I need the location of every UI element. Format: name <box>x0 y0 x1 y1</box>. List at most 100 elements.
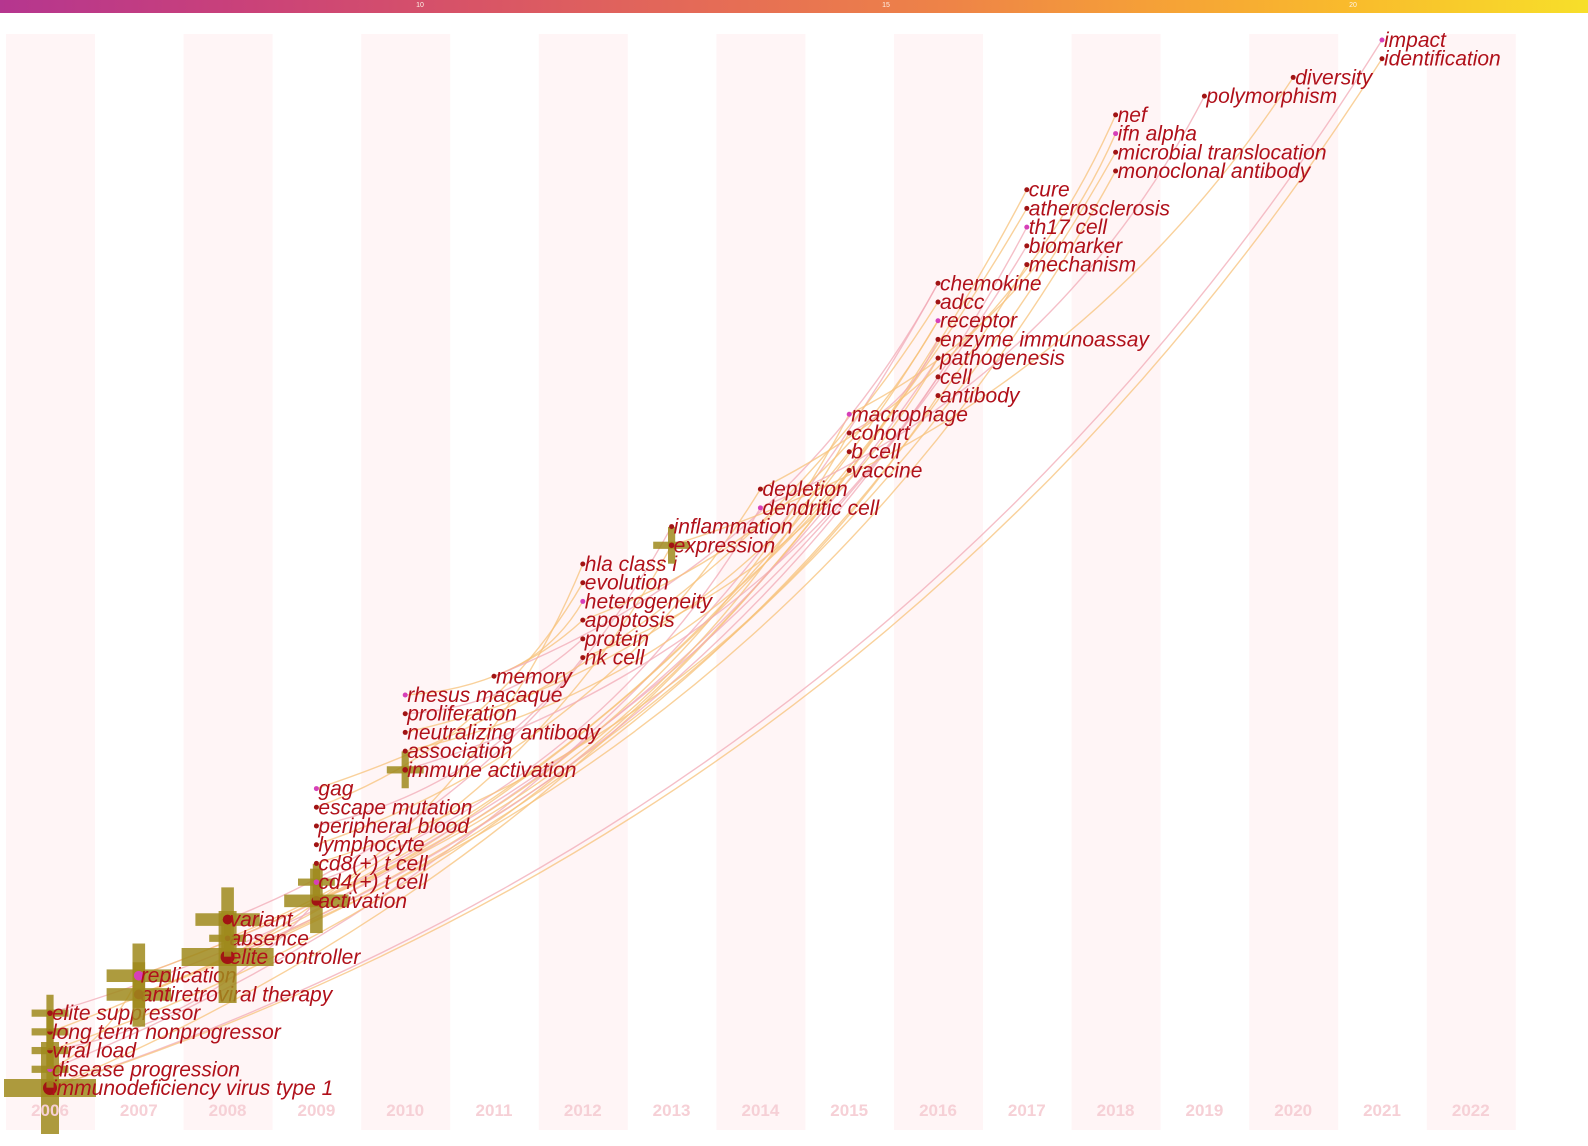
year-label: 2022 <box>1452 1101 1490 1120</box>
keyword-node[interactable]: inflammation <box>669 516 793 539</box>
keyword-link <box>405 451 850 734</box>
node-dot <box>313 879 320 885</box>
keyword-node[interactable]: cd4(+) t cell <box>298 863 429 901</box>
year-label: 2007 <box>120 1101 158 1120</box>
keyword-link <box>49 339 939 1052</box>
keyword-node[interactable]: elite suppressor <box>31 994 202 1032</box>
keyword-label: cell <box>940 366 973 389</box>
keyword-node[interactable]: apoptosis <box>580 609 675 632</box>
year-label: 2006 <box>31 1101 69 1120</box>
year-band <box>361 34 451 1130</box>
keyword-label: receptor <box>940 310 1018 333</box>
keyword-node[interactable]: adcc <box>935 291 985 314</box>
keyword-label: immune activation <box>407 759 576 782</box>
keyword-link <box>582 320 939 621</box>
keyword-link <box>316 432 850 902</box>
keyword-node[interactable]: mechanism <box>1024 254 1136 277</box>
keyword-node[interactable]: enzyme immunoassay <box>935 328 1151 351</box>
node-dot <box>402 711 408 717</box>
keyword-node[interactable]: cd8(+) t cell <box>313 852 429 875</box>
keyword-node[interactable]: chemokine <box>935 272 1042 295</box>
node-dot <box>580 636 586 642</box>
keyword-node[interactable]: escape mutation <box>313 796 473 819</box>
keyword-node[interactable]: expression <box>653 526 775 564</box>
keyword-label: microbial translocation <box>1118 141 1327 164</box>
keyword-node[interactable]: rhesus macaque <box>402 684 563 707</box>
year-axis: 2006 2007 2008 2009 2010 2011 2012 2013 2014 2015… <box>31 1101 1490 1120</box>
keyword-label: cure <box>1029 179 1070 202</box>
keyword-link <box>227 226 1028 958</box>
keyword-node[interactable]: dendritic cell <box>757 497 881 520</box>
node-dot <box>402 748 408 754</box>
keyword-node[interactable]: nef <box>1113 104 1149 127</box>
keyword-node[interactable]: ifn alpha <box>1113 123 1197 146</box>
keyword-label: vaccine <box>851 459 922 482</box>
keyword-label: apoptosis <box>585 609 675 632</box>
keyword-node[interactable]: receptor <box>935 310 1019 333</box>
keyword-node[interactable]: pathogenesis <box>935 347 1066 370</box>
node-dot <box>1024 262 1030 268</box>
keyword-node[interactable]: peripheral blood <box>313 815 470 838</box>
keyword-link <box>848 133 1117 415</box>
keyword-label: biomarker <box>1029 235 1123 258</box>
keyword-node[interactable]: depletion <box>757 478 848 501</box>
keyword-node[interactable]: replication <box>106 943 237 1008</box>
keyword-node[interactable]: activation <box>284 868 407 934</box>
node-dot <box>1024 205 1030 211</box>
keyword-node[interactable]: biomarker <box>1024 235 1123 258</box>
keyword-node[interactable]: heterogeneity <box>580 590 714 613</box>
keyword-label: lymphocyte <box>318 834 424 857</box>
keyword-node[interactable]: b cell <box>846 441 902 464</box>
keyword-node[interactable]: gag <box>313 778 354 801</box>
keyword-label: absence <box>230 927 309 950</box>
keyword-node[interactable]: cure <box>1024 179 1070 202</box>
keyword-node[interactable]: lymphocyte <box>313 834 425 857</box>
keyword-label: pathogenesis <box>939 347 1065 370</box>
keyword-node[interactable]: diversity <box>1290 66 1374 89</box>
keyword-node[interactable]: immunodeficiency virus type 1 <box>4 1042 333 1134</box>
keyword-node[interactable]: cohort <box>846 422 911 445</box>
node-dot <box>222 914 233 925</box>
keyword-node[interactable]: identification <box>1379 48 1501 71</box>
keyword-node[interactable]: association <box>402 740 513 763</box>
keyword-node[interactable]: cell <box>935 366 973 389</box>
keyword-node[interactable]: microbial translocation <box>1113 141 1327 164</box>
keyword-node[interactable]: polymorphism <box>1201 85 1337 108</box>
keyword-link <box>49 39 1383 1089</box>
node-dot <box>1379 37 1385 43</box>
keyword-node[interactable]: antibody <box>935 385 1021 408</box>
year-band <box>6 34 95 1130</box>
keyword-node[interactable]: proliferation <box>402 703 517 726</box>
year-band <box>894 34 983 1130</box>
keyword-node[interactable]: nk cell <box>580 647 646 670</box>
keyword-label: evolution <box>585 572 669 595</box>
node-dot <box>668 542 675 549</box>
keyword-node[interactable]: protein <box>580 628 649 651</box>
keyword-node[interactable]: neutralizing antibody <box>402 721 602 744</box>
keyword-node[interactable]: atherosclerosis <box>1024 197 1171 220</box>
keyword-node[interactable]: monoclonal antibody <box>1113 160 1312 183</box>
keyword-link <box>316 488 761 846</box>
keyword-node[interactable]: macrophage <box>846 403 968 426</box>
keyword-label: antiretroviral therapy <box>141 983 334 1006</box>
keyword-node[interactable]: vaccine <box>846 459 923 482</box>
keyword-label: inflammation <box>674 516 793 539</box>
node-dot <box>313 823 319 829</box>
node-dot <box>1379 56 1385 62</box>
keyword-link <box>405 638 584 715</box>
keyword-node[interactable]: impact <box>1379 29 1448 52</box>
node-dot <box>757 505 763 511</box>
node-dot <box>491 673 497 679</box>
keyword-label: macrophage <box>851 403 968 426</box>
keyword-node[interactable]: hla class i <box>580 553 678 576</box>
keyword-node[interactable]: evolution <box>580 572 669 595</box>
keyword-node[interactable]: memory <box>491 665 574 688</box>
node-dot <box>935 318 941 324</box>
keyword-label: long term nonprogressor <box>52 1021 282 1044</box>
year-band <box>1426 34 1516 1130</box>
keyword-link <box>316 413 850 902</box>
keyword-node[interactable]: th17 cell <box>1024 216 1108 239</box>
keyword-node[interactable]: variant <box>195 887 294 952</box>
keyword-node[interactable]: immune activation <box>386 751 577 789</box>
